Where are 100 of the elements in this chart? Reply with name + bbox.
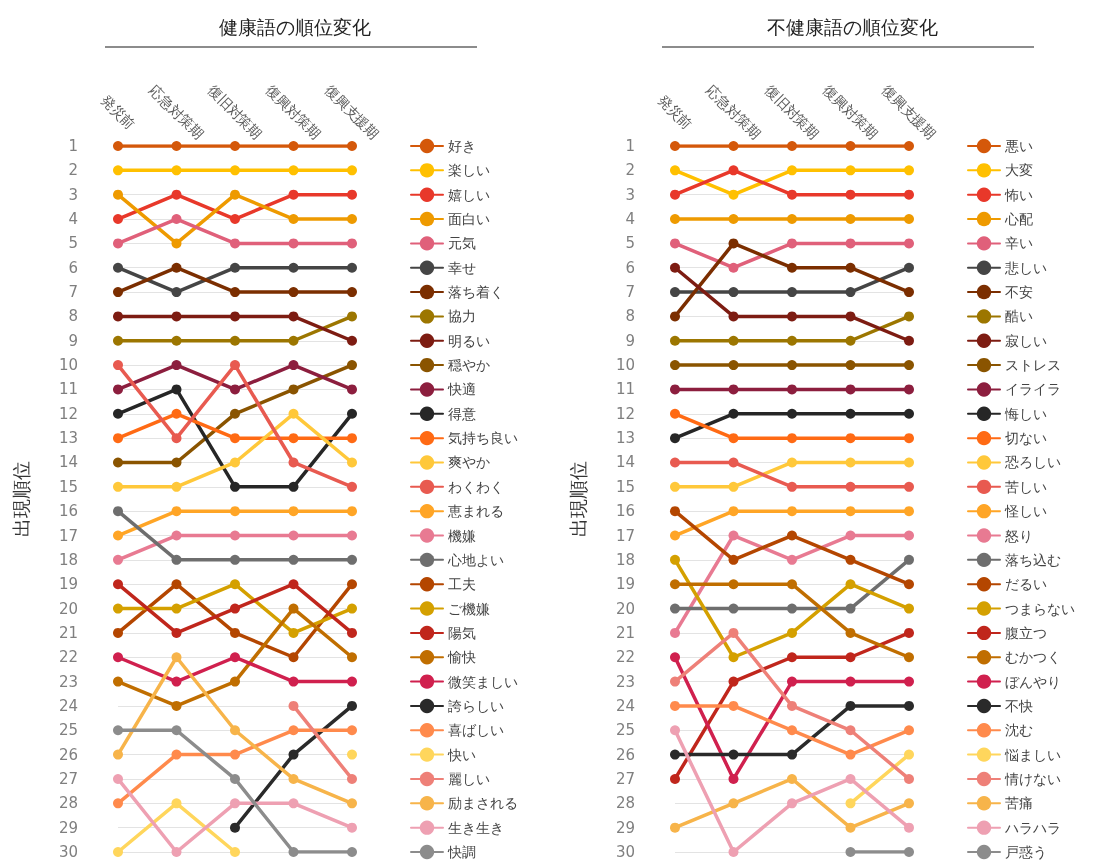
point bbox=[288, 165, 299, 176]
point bbox=[288, 530, 299, 541]
legend-label: 落ち込む bbox=[1005, 551, 1061, 568]
point bbox=[845, 676, 856, 687]
point bbox=[113, 165, 123, 176]
legend-label: 麗しい bbox=[448, 770, 490, 787]
legend-label: 快い bbox=[447, 746, 476, 763]
point bbox=[347, 457, 357, 468]
point bbox=[670, 481, 680, 492]
legend-label: ご機嫌 bbox=[448, 600, 490, 617]
point bbox=[728, 676, 739, 687]
point bbox=[230, 457, 240, 468]
point bbox=[787, 481, 797, 492]
point bbox=[230, 749, 240, 760]
point bbox=[787, 676, 797, 687]
point bbox=[347, 287, 357, 298]
legend-label: 協力 bbox=[448, 308, 476, 325]
point bbox=[728, 749, 739, 760]
point bbox=[288, 652, 299, 663]
point bbox=[670, 165, 680, 176]
point bbox=[787, 506, 797, 517]
y-tick-label: 13 bbox=[58, 429, 78, 448]
point bbox=[230, 384, 240, 395]
point bbox=[728, 214, 739, 225]
y-tick-label: 28 bbox=[58, 794, 78, 813]
point bbox=[288, 700, 299, 711]
point bbox=[230, 360, 240, 371]
point bbox=[230, 554, 240, 565]
y-tick-label: 30 bbox=[58, 843, 78, 861]
legend-label: 穏やか bbox=[448, 357, 490, 374]
point bbox=[288, 798, 299, 809]
point bbox=[670, 700, 680, 711]
point bbox=[288, 603, 299, 614]
point bbox=[230, 506, 240, 517]
point bbox=[230, 676, 240, 687]
point bbox=[845, 360, 856, 371]
point bbox=[728, 360, 739, 371]
point bbox=[171, 603, 182, 614]
legend-label: 微笑ましい bbox=[448, 673, 518, 690]
point bbox=[904, 360, 914, 371]
legend-label: 怖い bbox=[1004, 186, 1033, 203]
point bbox=[171, 847, 182, 857]
point bbox=[347, 360, 357, 371]
point bbox=[728, 798, 739, 809]
point bbox=[845, 822, 856, 833]
point bbox=[113, 335, 123, 346]
point bbox=[230, 773, 240, 784]
legend-label: 恐ろしい bbox=[1004, 454, 1061, 471]
point bbox=[347, 384, 357, 395]
point bbox=[171, 627, 182, 638]
point bbox=[347, 798, 357, 809]
point bbox=[171, 725, 182, 736]
y-tick-label: 21 bbox=[615, 623, 635, 642]
y-tick-label: 7 bbox=[68, 283, 78, 302]
point bbox=[171, 189, 182, 200]
point bbox=[347, 579, 357, 590]
point bbox=[787, 725, 797, 736]
y-tick-label: 1 bbox=[625, 137, 635, 155]
legend-label: 愉快 bbox=[447, 649, 476, 666]
point bbox=[113, 798, 123, 809]
point bbox=[845, 773, 856, 784]
point bbox=[845, 287, 856, 298]
point bbox=[171, 457, 182, 468]
point bbox=[904, 749, 914, 760]
y-tick-label: 25 bbox=[615, 721, 635, 740]
point bbox=[113, 579, 123, 590]
point bbox=[845, 554, 856, 565]
legend-label: 快調 bbox=[447, 844, 476, 860]
legend-label: 切ない bbox=[1005, 430, 1047, 447]
point bbox=[113, 530, 123, 541]
point bbox=[171, 408, 182, 419]
y-tick-label: 9 bbox=[68, 331, 78, 350]
point bbox=[728, 165, 739, 176]
point bbox=[787, 457, 797, 468]
point bbox=[728, 189, 739, 200]
point bbox=[845, 408, 856, 419]
point bbox=[787, 238, 797, 249]
point bbox=[728, 384, 739, 395]
point bbox=[904, 725, 914, 736]
legend-label: わくわく bbox=[448, 478, 504, 495]
point bbox=[845, 262, 856, 273]
point bbox=[845, 603, 856, 614]
point bbox=[230, 238, 240, 249]
point bbox=[113, 506, 123, 517]
y-tick-label: 19 bbox=[58, 575, 78, 594]
y-tick-label: 30 bbox=[615, 843, 635, 861]
x-tick-label: 復旧対策期 bbox=[761, 81, 823, 143]
point bbox=[288, 262, 299, 273]
legend-label: 励まされる bbox=[448, 795, 518, 812]
point bbox=[787, 360, 797, 371]
y-tick-label: 6 bbox=[68, 258, 78, 277]
point bbox=[728, 141, 739, 151]
point bbox=[728, 481, 739, 492]
point bbox=[347, 408, 357, 419]
y-tick-label: 20 bbox=[615, 599, 635, 618]
point bbox=[728, 847, 739, 857]
point bbox=[171, 433, 182, 444]
point bbox=[113, 652, 123, 663]
point bbox=[288, 457, 299, 468]
point bbox=[347, 603, 357, 614]
